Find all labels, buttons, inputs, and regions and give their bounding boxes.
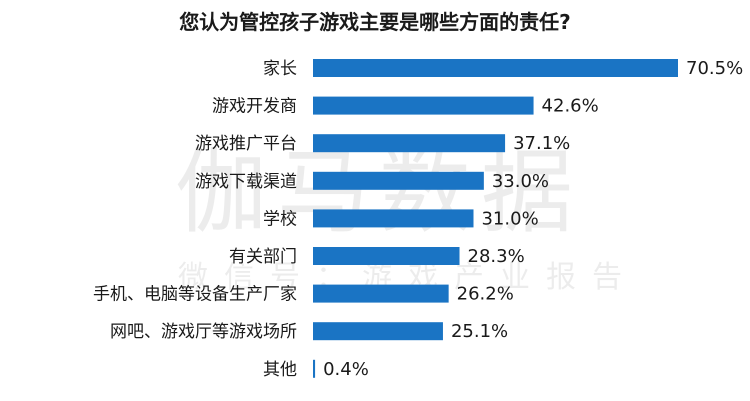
category-label: 手机、电脑等设备生产厂家 — [93, 285, 297, 305]
bar — [313, 59, 678, 77]
bar — [313, 359, 316, 378]
value-label: 25.1% — [451, 321, 508, 342]
bar — [313, 134, 506, 153]
category-label: 游戏下载渠道 — [195, 172, 297, 192]
bar — [313, 171, 484, 190]
category-label: 家长 — [263, 59, 297, 79]
bar — [313, 209, 474, 228]
category-label: 网吧、游戏厅等游戏场所 — [110, 322, 297, 342]
value-label: 0.4% — [323, 359, 369, 380]
bar — [313, 284, 449, 303]
value-label: 42.6% — [542, 96, 599, 117]
value-label: 28.3% — [468, 246, 525, 267]
value-label: 33.0% — [492, 171, 549, 192]
bar — [313, 322, 443, 341]
value-label: 37.1% — [513, 133, 570, 154]
bar — [313, 247, 460, 265]
value-label: 26.2% — [457, 284, 514, 305]
category-label: 其他 — [263, 360, 297, 380]
chart-title: 您认为管控孩子游戏主要是哪些方面的责任? — [179, 10, 571, 34]
category-label: 有关部门 — [229, 247, 297, 267]
category-label: 游戏开发商 — [212, 97, 297, 117]
category-label: 游戏推广平台 — [195, 134, 297, 154]
value-label: 31.0% — [481, 208, 538, 229]
value-label: 70.5% — [686, 58, 743, 79]
category-label: 学校 — [263, 209, 297, 229]
bar — [313, 96, 534, 115]
